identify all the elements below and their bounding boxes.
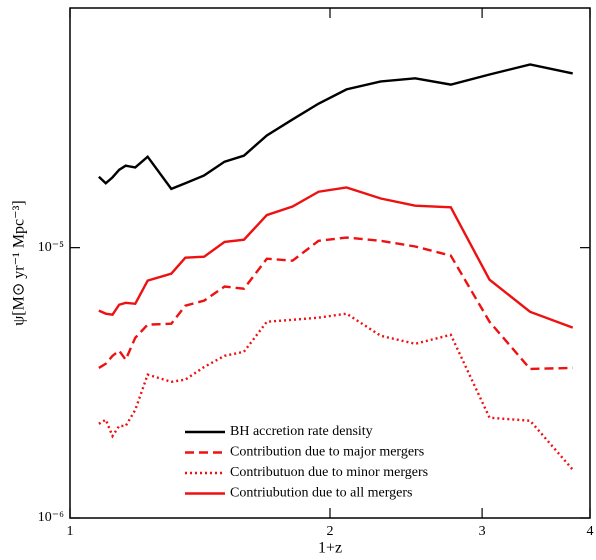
- legend-label: Contribution due to major mergers: [230, 445, 424, 460]
- legend-label: Contributuon due to minor mergers: [230, 465, 428, 480]
- legend-label: Contriubution due to all mergers: [230, 486, 413, 501]
- x-tick-label: 4: [587, 524, 594, 539]
- x-tick-label: 3: [479, 524, 486, 539]
- y-tick-label: 10⁻⁵: [38, 240, 64, 255]
- y-tick-label: 10⁻⁶: [38, 510, 64, 525]
- x-tick-label: 2: [327, 524, 334, 539]
- series-line: [98, 236, 573, 371]
- series-line: [98, 63, 573, 191]
- legend-label: BH accretion rate density: [230, 424, 373, 439]
- x-tick-label: 1: [67, 524, 74, 539]
- plot-frame: [69, 7, 591, 519]
- x-axis-label: 1+z: [318, 540, 342, 557]
- series-line: [98, 186, 574, 329]
- series-line: [98, 312, 574, 471]
- y-axis-label: ψ[M⊙ yr⁻¹ Mpc⁻³]: [11, 200, 28, 325]
